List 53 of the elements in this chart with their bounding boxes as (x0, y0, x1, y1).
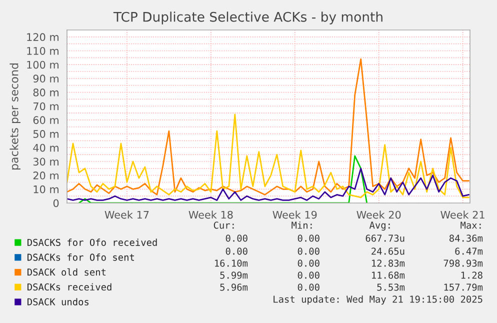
text: 11.68m (372, 272, 405, 279)
text: 667.73u (366, 234, 404, 242)
text: Min: (292, 221, 312, 229)
text: 0.00 (226, 234, 248, 242)
y-tick-label: 90 m (33, 74, 58, 83)
text: Max: (460, 222, 481, 229)
text: 0.00 (298, 272, 320, 279)
line-series (67, 168, 470, 201)
legend-label: DSACK undos (28, 298, 88, 306)
text: 6.47m (455, 248, 483, 255)
text: Avg: (369, 222, 390, 231)
y-tick-label: 50 m (33, 130, 58, 138)
text: Last update: Wed May 21 19:15:00 2025 (274, 295, 482, 305)
text: 5.53m (377, 284, 405, 291)
text: 0.00 (298, 234, 320, 242)
text: 84.36m (449, 234, 483, 242)
y-tick-label: 40 m (33, 144, 58, 152)
x-tick-label: Week 17 (104, 210, 149, 219)
text: 24.65u (372, 248, 404, 255)
text: 5.96m (220, 284, 248, 291)
y-tick-label: 60 m (33, 116, 58, 124)
x-tick-label: Week 19 (272, 210, 317, 219)
line-series (67, 114, 470, 198)
text: 1.28 (461, 272, 482, 279)
line-series (67, 58, 470, 196)
text: 12.83m (372, 260, 405, 267)
x-tick-label: Week 21 (440, 210, 484, 219)
y-tick-label: 0 (53, 199, 59, 208)
text: 798.93m (444, 260, 483, 267)
y-tick-label: 120 m (27, 33, 58, 42)
y-tick-label: 10 m (34, 185, 58, 194)
y-tick-label: 30 m (33, 158, 58, 166)
y-tick-label: 70 m (34, 102, 58, 110)
x-tick-label: Week 18 (188, 210, 233, 219)
y-tick-label: 20 m (33, 172, 58, 180)
text: 0.00 (298, 284, 320, 291)
text: 0.00 (298, 248, 320, 255)
y-tick-label: 80 m (33, 88, 58, 96)
y-tick-label: 110 m (27, 46, 58, 55)
y-tick-label: 100 m (27, 60, 58, 69)
text: 16.10m (215, 260, 248, 267)
x-tick-label: Week 20 (356, 210, 401, 219)
legend-label: DSACKs for Ofo sent (28, 254, 134, 261)
legend-label: DSACK old sent (28, 268, 106, 276)
legend-label: DSACKs received (28, 283, 112, 291)
legend-label: DSACKS for Ofo received (28, 238, 157, 246)
y-axis-title: packets per second (10, 63, 20, 170)
chart-title: TCP Duplicate Selective ACKs - by month (113, 12, 382, 24)
text: 0.00 (226, 248, 248, 255)
text: 157.79m (444, 284, 483, 291)
text: 5.99m (220, 272, 248, 279)
text: Cur: (214, 222, 234, 229)
text: 0.00 (298, 260, 320, 267)
